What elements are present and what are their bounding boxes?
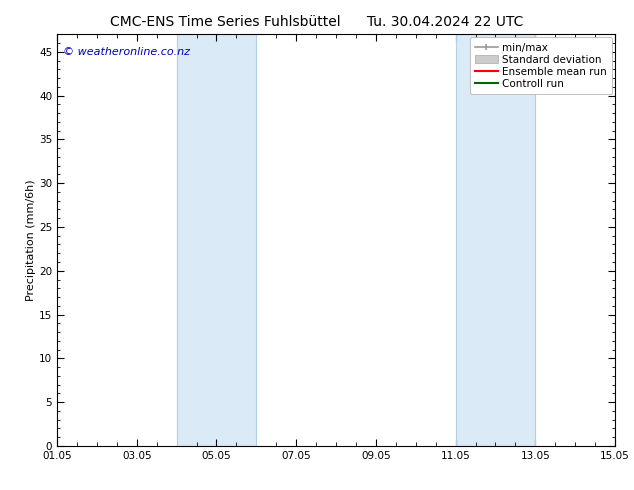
Bar xyxy=(456,34,535,446)
Text: CMC-ENS Time Series Fuhlsbüttel      Tu. 30.04.2024 22 UTC: CMC-ENS Time Series Fuhlsbüttel Tu. 30.0… xyxy=(110,15,524,29)
Text: © weatheronline.co.nz: © weatheronline.co.nz xyxy=(63,47,190,57)
Legend: min/max, Standard deviation, Ensemble mean run, Controll run: min/max, Standard deviation, Ensemble me… xyxy=(470,37,612,94)
Bar xyxy=(177,34,256,446)
Y-axis label: Precipitation (mm/6h): Precipitation (mm/6h) xyxy=(26,179,36,301)
